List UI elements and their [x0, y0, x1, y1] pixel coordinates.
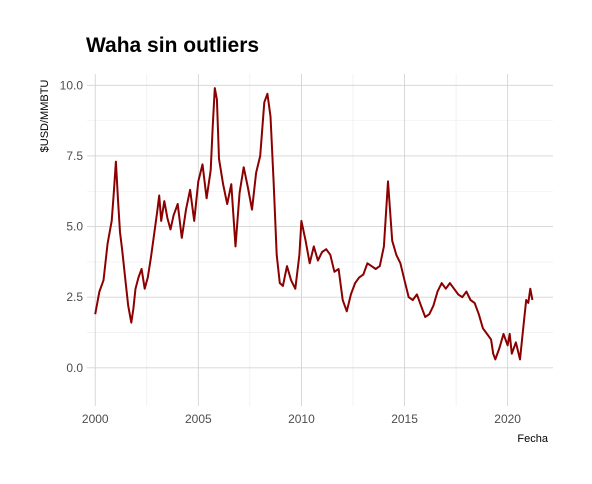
x-tick-label: 2005	[185, 412, 212, 426]
x-tick-label: 2010	[288, 412, 315, 426]
y-axis-ticks: 0.0 2.5 5.0 7.5 10.0	[60, 78, 84, 375]
x-axis-title: Fecha	[517, 433, 548, 445]
series-line	[94, 87, 534, 361]
series-layer	[94, 87, 534, 361]
y-tick-label: 5.0	[66, 220, 83, 234]
x-tick-label: 2000	[82, 412, 109, 426]
y-tick-label: 10.0	[60, 78, 84, 92]
x-tick-label: 2020	[494, 412, 521, 426]
y-tick-label: 2.5	[66, 290, 83, 304]
y-axis-title: $USD/MMBTU	[39, 80, 51, 153]
y-tick-label: 7.5	[66, 149, 83, 163]
x-axis-ticks: 2000 2005 2010 2015 2020	[82, 412, 521, 426]
chart-title: Waha sin outliers	[86, 34, 260, 57]
major-gridlines	[87, 74, 553, 406]
x-tick-label: 2015	[391, 412, 418, 426]
minor-gridlines	[87, 74, 553, 406]
y-tick-label: 0.0	[66, 361, 83, 375]
